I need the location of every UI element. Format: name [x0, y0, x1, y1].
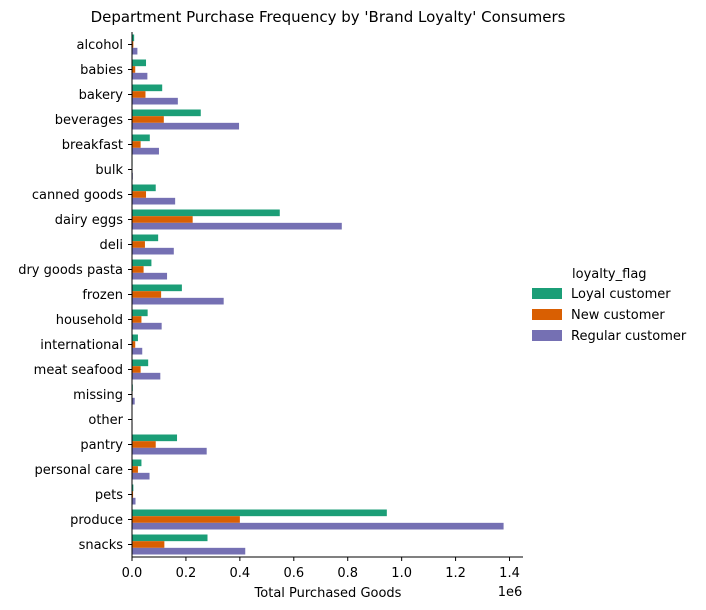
x-tick-label: 0.8 — [337, 566, 358, 581]
bar-canned-goods-new-customer — [132, 191, 147, 198]
legend-label: Regular customer — [571, 329, 687, 344]
bar-personal-care-new-customer — [132, 466, 138, 473]
bar-produce-loyal-customer — [132, 509, 387, 517]
category-label: bulk — [95, 163, 123, 178]
x-tick-label: 0.4 — [230, 566, 251, 581]
bar-produce-new-customer — [132, 516, 240, 523]
category-label: dry goods pasta — [18, 263, 123, 278]
bar-canned-goods-regular-customer — [132, 197, 176, 205]
category-label: snacks — [79, 538, 124, 553]
legend-swatch — [532, 309, 562, 320]
bar-international-loyal-customer — [132, 334, 138, 342]
bar-household-new-customer — [132, 316, 142, 323]
legend-swatch — [532, 288, 562, 299]
legend-label: Loyal customer — [571, 287, 671, 302]
bar-bakery-loyal-customer — [132, 84, 163, 92]
bar-dry-goods-pasta-regular-customer — [132, 272, 168, 280]
bar-dry-goods-pasta-loyal-customer — [132, 259, 152, 267]
x-tick-label: 1.4 — [499, 566, 520, 581]
category-label: breakfast — [62, 138, 123, 153]
bar-pantry-loyal-customer — [132, 434, 178, 442]
legend-title: loyalty_flag — [572, 267, 647, 282]
category-label: other — [88, 413, 123, 428]
category-label: babies — [80, 63, 123, 78]
bar-alcohol-loyal-customer — [132, 34, 135, 42]
bar-personal-care-loyal-customer — [132, 459, 142, 467]
bar-international-regular-customer — [132, 347, 143, 355]
bar-frozen-loyal-customer — [132, 284, 182, 292]
bar-beverages-new-customer — [132, 116, 164, 123]
legend-swatch — [532, 330, 562, 341]
bar-frozen-regular-customer — [132, 297, 224, 305]
bar-pets-regular-customer — [132, 497, 136, 505]
category-label: beverages — [55, 113, 124, 128]
category-label: bakery — [79, 88, 124, 103]
bar-pets-loyal-customer — [132, 484, 134, 492]
bar-dairy-eggs-loyal-customer — [132, 209, 280, 217]
bar-personal-care-regular-customer — [132, 472, 150, 480]
category-label: frozen — [82, 288, 123, 303]
bar-missing-regular-customer — [132, 397, 135, 405]
category-label: pets — [95, 488, 123, 503]
bar-alcohol-regular-customer — [132, 47, 138, 55]
category-label: pantry — [80, 438, 123, 453]
x-axis: 0.0 0.2 0.4 0.6 0.8 1.0 1.2 1.4 — [122, 557, 520, 581]
category-label: deli — [100, 238, 123, 253]
category-label: alcohol — [77, 38, 123, 53]
bar-household-regular-customer — [132, 322, 162, 330]
category-label: canned goods — [32, 188, 123, 203]
legend-label: New customer — [571, 308, 665, 323]
bar-dairy-eggs-regular-customer — [132, 222, 342, 230]
bar-dry-goods-pasta-new-customer — [132, 266, 144, 273]
bar-beverages-loyal-customer — [132, 109, 201, 117]
x-axis-scale-label: 1e6 — [498, 585, 523, 600]
bar-breakfast-new-customer — [132, 141, 141, 148]
bar-babies-new-customer — [132, 66, 136, 73]
bar-beverages-regular-customer — [132, 122, 240, 130]
bar-alcohol-new-customer — [132, 41, 134, 48]
x-tick-label: 0.2 — [176, 566, 197, 581]
bar-meat-seafood-regular-customer — [132, 372, 161, 380]
bar-international-new-customer — [132, 341, 136, 348]
bar-babies-regular-customer — [132, 72, 148, 80]
category-label: household — [56, 313, 123, 328]
category-labels: alcohol babies bakery beverages breakfast bul… — [18, 38, 132, 553]
chart-title: Department Purchase Frequency by 'Brand … — [91, 8, 566, 26]
bar-snacks-regular-customer — [132, 547, 246, 555]
bar-breakfast-regular-customer — [132, 147, 159, 155]
bar-bakery-new-customer — [132, 91, 146, 98]
category-label: missing — [73, 388, 123, 403]
bar-pantry-new-customer — [132, 441, 156, 448]
bar-meat-seafood-loyal-customer — [132, 359, 149, 367]
x-tick-label: 1.2 — [445, 566, 466, 581]
bar-frozen-new-customer — [132, 291, 162, 298]
bar-babies-loyal-customer — [132, 59, 147, 67]
bar-deli-loyal-customer — [132, 234, 159, 242]
bar-household-loyal-customer — [132, 309, 148, 317]
bar-breakfast-loyal-customer — [132, 134, 150, 142]
bar-meat-seafood-new-customer — [132, 366, 141, 373]
bar-produce-regular-customer — [132, 522, 504, 530]
bar-deli-new-customer — [132, 241, 145, 248]
category-label: meat seafood — [34, 363, 123, 378]
category-label: produce — [70, 513, 123, 528]
x-tick-label: 0.6 — [283, 566, 304, 581]
legend: loyalty_flag Loyal customer New customer R… — [532, 267, 687, 344]
bar-snacks-new-customer — [132, 541, 165, 548]
category-label: personal care — [35, 463, 123, 478]
bars-group — [132, 34, 504, 555]
x-tick-label: 1.0 — [391, 566, 412, 581]
category-label: international — [40, 338, 123, 353]
bar-pets-new-customer — [132, 491, 134, 498]
bar-bakery-regular-customer — [132, 97, 178, 105]
bar-snacks-loyal-customer — [132, 534, 208, 542]
bar-deli-regular-customer — [132, 247, 174, 255]
category-label: dairy eggs — [55, 213, 124, 228]
x-axis-label: Total Purchased Goods — [254, 586, 402, 601]
bar-canned-goods-loyal-customer — [132, 184, 156, 192]
bar-pantry-regular-customer — [132, 447, 207, 455]
x-tick-label: 0.0 — [122, 566, 143, 581]
bar-dairy-eggs-new-customer — [132, 216, 193, 223]
